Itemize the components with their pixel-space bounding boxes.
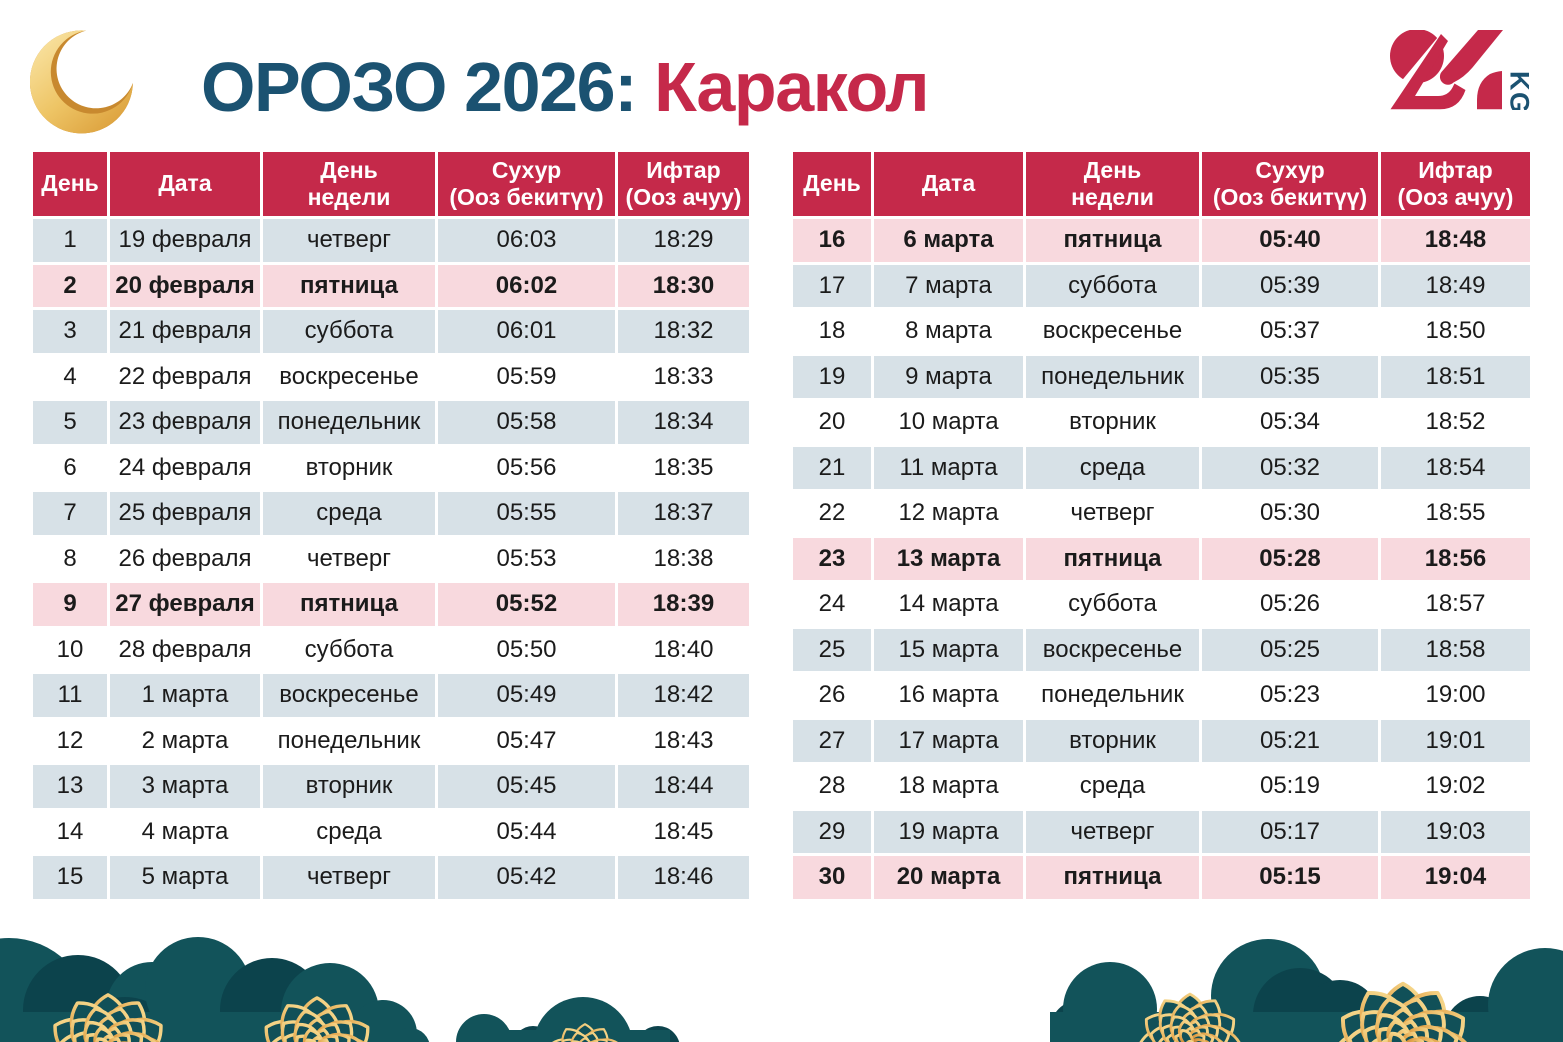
svg-text:KG: KG xyxy=(1505,71,1535,110)
